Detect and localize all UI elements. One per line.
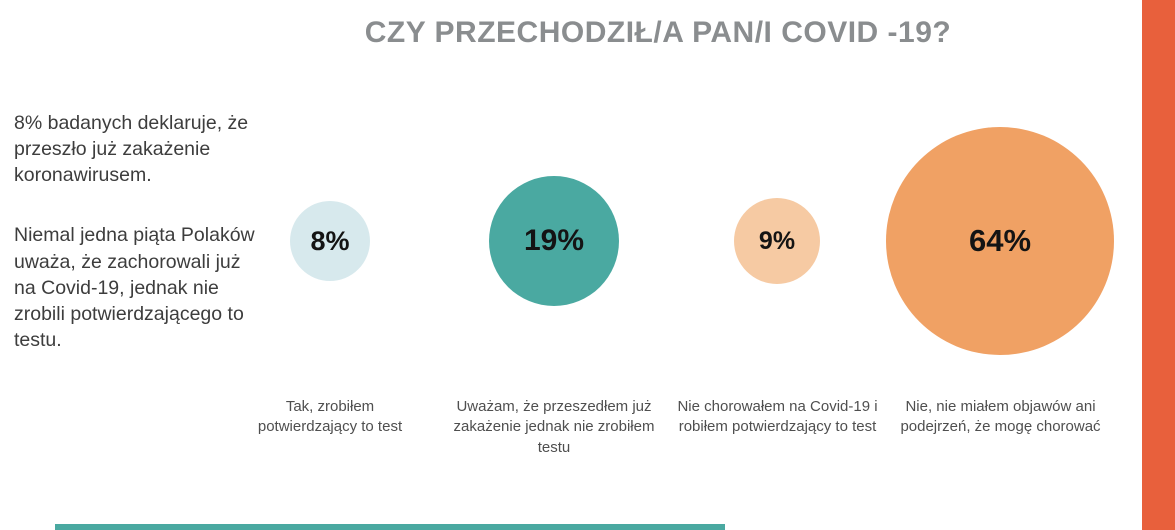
category-label-no-covid-tested: Nie chorowałem na Covid-19 i robiłem pot… bbox=[677, 398, 878, 436]
intro-paragraph-1: 8% badanych deklaruje, że przeszło już z… bbox=[14, 112, 249, 187]
intro-text: 8% badanych deklaruje, że przeszło już z… bbox=[14, 110, 266, 353]
category-label-yes-tested: Tak, zrobiłem potwierdzający to test bbox=[257, 398, 403, 436]
right-accent-bar bbox=[1142, 0, 1175, 530]
bubble-think-had-no-test: 19% bbox=[489, 176, 619, 306]
page-title: CZY PRZECHODZIŁ/A PAN/I COVID -19? bbox=[364, 16, 952, 49]
intro-paragraph-2: Niemal jedna piąta Polaków uważa, że zac… bbox=[14, 224, 255, 351]
bubble-yes-tested: 8% bbox=[290, 201, 370, 281]
bubble-think-had-no-test-value: 19% bbox=[523, 224, 585, 257]
bottom-accent-bar bbox=[55, 524, 725, 530]
category-label-no-symptoms: Nie, nie miałem objawów ani podejrzeń, ż… bbox=[900, 398, 1101, 436]
bubble-yes-tested-value: 8% bbox=[310, 225, 350, 256]
bubble-no-covid-tested-value: 9% bbox=[758, 226, 796, 255]
bubble-no-symptoms: 64% bbox=[886, 127, 1114, 355]
bubble-no-covid-tested: 9% bbox=[734, 198, 820, 284]
category-label-think-had-no-test: Uważam, że przeszedłem już zakażenie jed… bbox=[453, 398, 655, 456]
bubble-no-symptoms-value: 64% bbox=[968, 223, 1032, 258]
